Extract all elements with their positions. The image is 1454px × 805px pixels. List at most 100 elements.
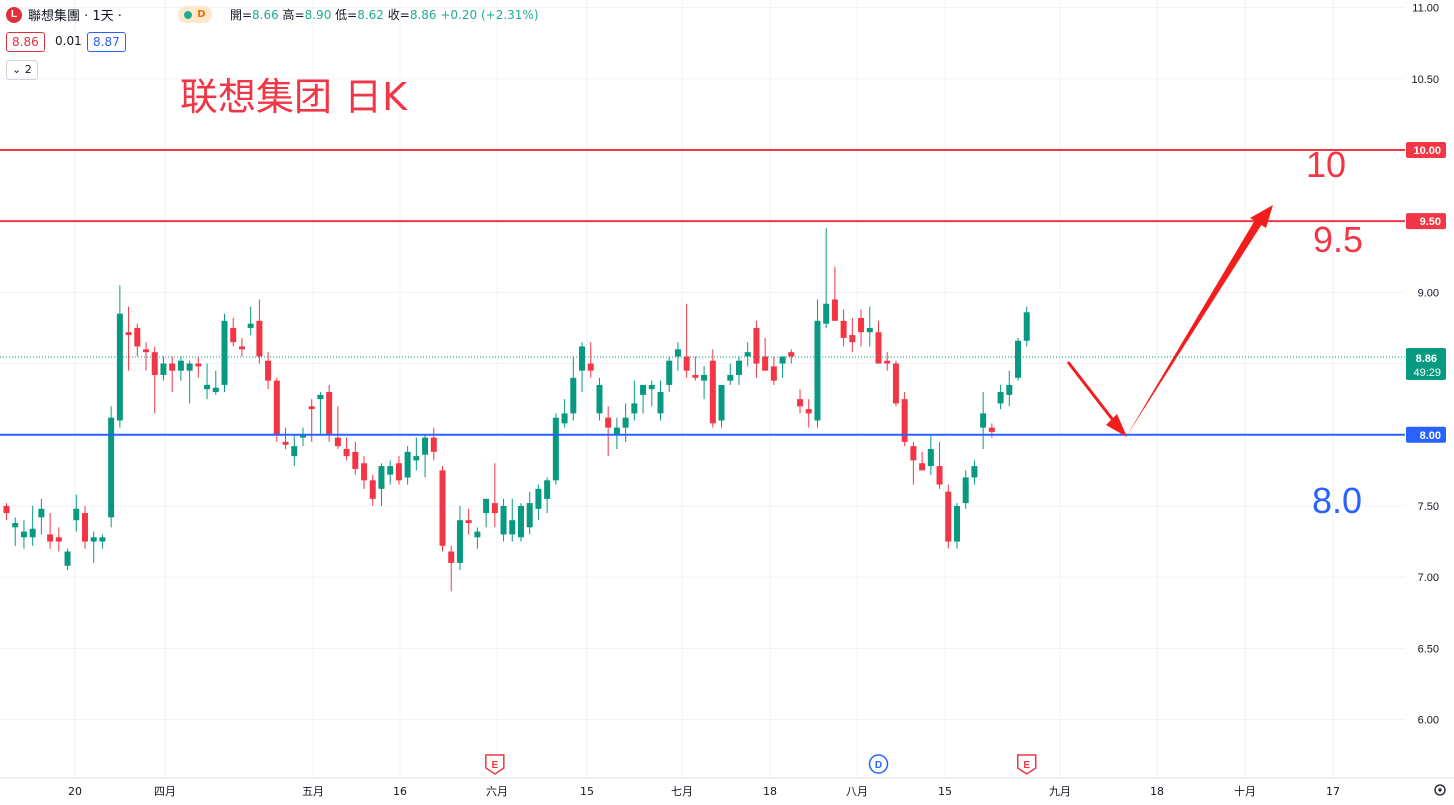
- candle: [474, 527, 481, 549]
- candle: [387, 460, 394, 485]
- lenovo-logo-icon[interactable]: L: [6, 6, 22, 23]
- candle-body: [299, 434, 306, 438]
- candle: [927, 434, 934, 475]
- time-tick-label: 18: [763, 785, 777, 798]
- earnings-marker-icon[interactable]: E: [1016, 754, 1037, 775]
- candle: [692, 356, 699, 381]
- earnings-marker-icon[interactable]: E: [485, 754, 505, 775]
- time-tick-label: 十月: [1234, 784, 1256, 798]
- candle: [195, 356, 202, 378]
- indicators-toggle[interactable]: ⌄ 2: [6, 60, 38, 80]
- candle: [640, 384, 647, 414]
- ohlc-values: 開=8.66 高=8.90 低=8.62 收=8.86 +0.20 (+2.31…: [229, 8, 539, 22]
- candle: [936, 441, 943, 489]
- event-letter: E: [491, 760, 498, 771]
- candle-body: [613, 427, 620, 435]
- candle-body: [99, 537, 106, 542]
- candle-body: [491, 503, 498, 514]
- candle: [73, 494, 80, 532]
- candle: [674, 342, 681, 371]
- candle: [997, 384, 1004, 410]
- high-value: 8.90: [304, 8, 332, 22]
- settings-icon[interactable]: [1434, 784, 1446, 796]
- market-open-dot-icon: [184, 10, 193, 19]
- candle-body: [997, 392, 1004, 404]
- candle-body: [90, 537, 97, 542]
- chart-title[interactable]: 联想集团 日K: [180, 75, 408, 119]
- candle-body: [448, 551, 455, 563]
- candle: [631, 380, 638, 421]
- candle-body: [160, 363, 167, 375]
- candle-body: [1006, 384, 1013, 395]
- candle-body: [657, 392, 664, 414]
- candle-body: [674, 349, 681, 357]
- candle: [500, 498, 507, 542]
- candle: [613, 417, 620, 449]
- candle-body: [395, 463, 402, 481]
- candle: [884, 352, 891, 371]
- sell-price-button[interactable]: 8.86: [6, 32, 45, 52]
- price-axis[interactable]: 11.0010.5010.009.509.008.508.007.507.006…: [1406, 3, 1446, 727]
- candle-body: [753, 327, 760, 364]
- event-letter: E: [1023, 760, 1030, 771]
- candle-body: [884, 360, 891, 364]
- annotation-8-0[interactable]: 8.0: [1312, 480, 1362, 521]
- candle-body: [439, 470, 446, 546]
- buy-price-button[interactable]: 8.87: [87, 32, 126, 52]
- candle-body: [701, 374, 708, 381]
- symbol-title[interactable]: 聯想集團 · 1天 ·: [28, 9, 122, 24]
- candle: [465, 508, 472, 535]
- candle: [29, 505, 36, 546]
- annotation-9-5[interactable]: 9.5: [1313, 219, 1363, 260]
- candle: [413, 437, 420, 471]
- candle-body: [195, 363, 202, 367]
- candle: [491, 463, 498, 528]
- candle: [291, 434, 298, 467]
- candle: [910, 441, 917, 485]
- annotation-10[interactable]: 10: [1306, 144, 1346, 185]
- spread-value: 0.01: [55, 34, 82, 48]
- market-status-badge[interactable]: D: [177, 6, 212, 23]
- candle: [352, 441, 359, 475]
- dividend-marker-icon[interactable]: D: [868, 754, 889, 774]
- candle-body: [561, 413, 568, 424]
- time-axis[interactable]: 20 四月 五月 16 六月 15 七月 18 八月 15 九月 18 十月 17: [0, 777, 1454, 798]
- candle-body: [797, 399, 804, 407]
- candle: [797, 389, 804, 414]
- candle-body: [840, 320, 847, 338]
- close-value: 8.86: [409, 8, 437, 22]
- candle-body: [727, 374, 734, 381]
- candle: [55, 527, 62, 552]
- candle-body: [945, 491, 952, 542]
- candle-body: [108, 417, 115, 518]
- candle: [587, 342, 594, 378]
- trend-arrows[interactable]: [1066, 205, 1273, 437]
- candle-body: [81, 513, 88, 542]
- candle-body: [29, 528, 36, 538]
- candle-body: [186, 363, 193, 371]
- candle: [535, 484, 542, 521]
- candle: [64, 548, 71, 571]
- candle: [160, 356, 167, 381]
- time-tick-label: 20: [68, 785, 82, 798]
- candle: [770, 356, 777, 385]
- time-tick-label: 15: [580, 785, 594, 798]
- candle: [544, 477, 551, 514]
- candle-body: [483, 498, 490, 514]
- horizontal-lines[interactable]: [0, 148, 1405, 436]
- candle-body: [517, 505, 524, 538]
- candle-body: [953, 505, 960, 542]
- candle: [901, 392, 908, 447]
- arrow-up-wedge[interactable]: [1126, 220, 1262, 437]
- candle: [3, 503, 10, 521]
- candle-body: [788, 352, 795, 357]
- low-value: 8.62: [357, 8, 384, 22]
- candle-body: [247, 323, 254, 328]
- text-annotations[interactable]: 联想集团 日K 10 9.5 8.0: [180, 75, 1363, 521]
- indicator-count: 2: [24, 63, 32, 76]
- candle: [840, 309, 847, 347]
- candle: [971, 460, 978, 485]
- candle-body: [334, 437, 341, 447]
